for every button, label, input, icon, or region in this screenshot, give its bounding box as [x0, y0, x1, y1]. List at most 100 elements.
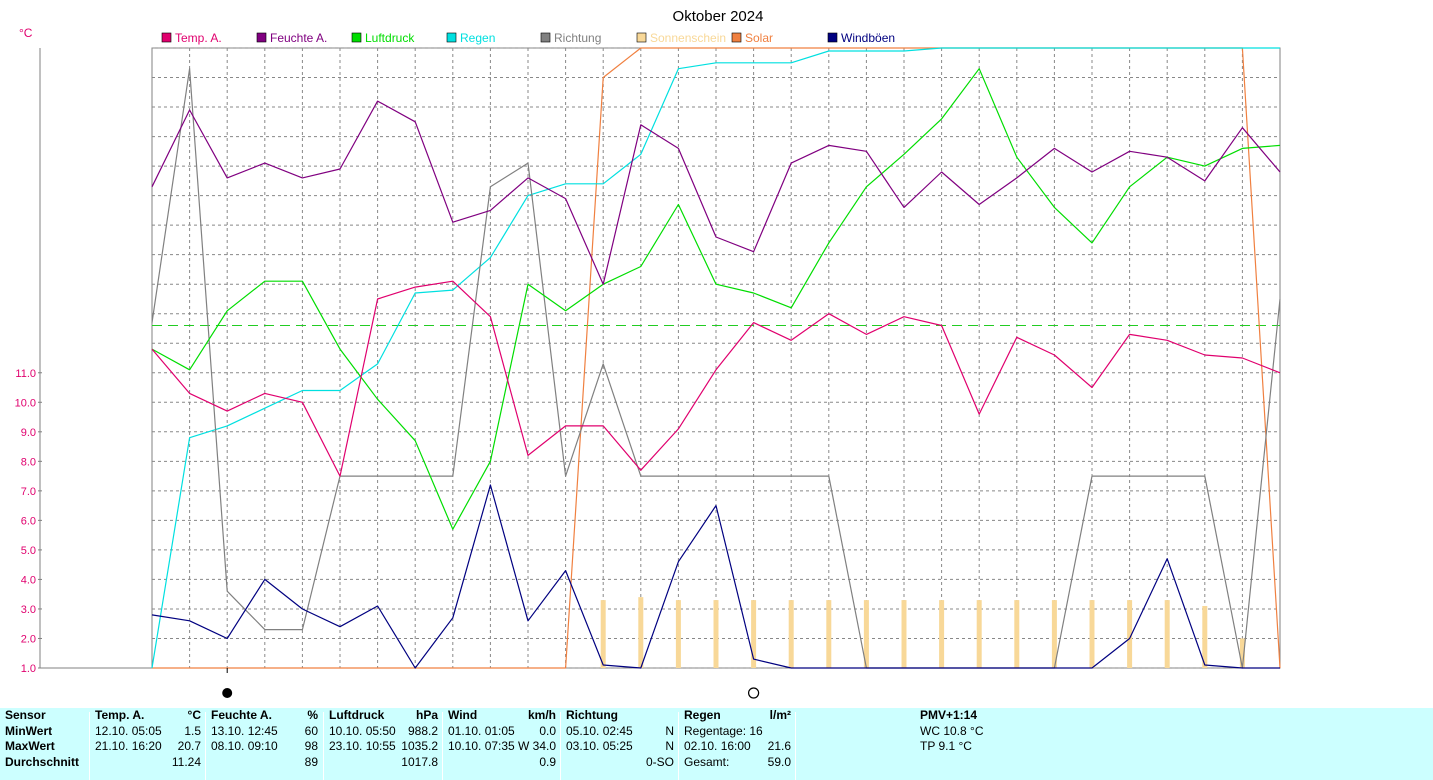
legend-item: Temp. A. [161, 31, 222, 45]
stats-direction-column: Richtung 05.10. 02:45 N 03.10. 05:25 N 0-S… [561, 708, 678, 780]
sunshine-bar [600, 600, 606, 668]
chart-series [151, 47, 1281, 669]
legend-label: Solar [745, 31, 773, 45]
stats-sensor-header: Sensor [5, 708, 46, 722]
full-moon-icon [747, 687, 760, 699]
sunshine-bar [976, 600, 982, 668]
stats-pressure-unit: hPa [415, 708, 438, 722]
legend-label: Feuchte A. [270, 31, 327, 45]
sunshine-bar [1089, 600, 1095, 668]
stats-direction-header: Richtung [566, 708, 618, 722]
sunshine-bar [826, 600, 832, 668]
y-tick-label: 4.0 [21, 574, 36, 586]
stats-rain-header: Regen [684, 708, 721, 722]
stats-dewpoint: TP 9.1 °C [920, 739, 972, 753]
sunshine-bar [1164, 600, 1170, 668]
legend-label: Luftdruck [365, 31, 415, 45]
sunshine-bar [751, 600, 757, 668]
legend-item: Feuchte A. [256, 31, 327, 45]
stats-pmv-column: PMV+1:14 WC 10.8 °C TP 9.1 °C [796, 708, 1433, 780]
stats-pressure-header: Luftdruck [329, 708, 385, 722]
stats-direction-avg-value: 0-SO [645, 754, 674, 769]
stats-rain-max-time: 02.10. 16:00 [684, 739, 751, 753]
chart-title: Oktober 2024 [673, 8, 764, 25]
sunshine-bar [1051, 600, 1057, 668]
moon-phases [222, 668, 760, 699]
sunshine-bar [675, 600, 681, 668]
series-line-regen [151, 47, 1280, 669]
stats-wind-unit: km/h [527, 708, 556, 722]
y-tick-label: 11.0 [15, 368, 36, 380]
stats-humidity-unit: % [307, 708, 318, 722]
legend-item: Solar [731, 31, 773, 45]
y-tick-label: 6.0 [21, 515, 36, 527]
series-line-temp-a- [151, 280, 1281, 477]
stats-temp-min-value: 1.5 [184, 723, 201, 738]
stats-wind-avg-value: 0.9 [539, 754, 556, 769]
legend-swatch [256, 32, 267, 43]
legend-label: Regen [460, 31, 495, 45]
legend-item: Windböen [827, 31, 895, 45]
y-tick-label: 1.0 [21, 663, 36, 675]
legend-item: Regen [446, 31, 495, 45]
legend-swatch [636, 32, 647, 43]
stats-wind-max-value: W 34.0 [517, 739, 556, 753]
legend-item: Luftdruck [351, 31, 415, 45]
stats-humidity-avg-value: 89 [304, 754, 318, 769]
stats-direction-min-time: 05.10. 02:45 [566, 723, 633, 738]
legend-label: Windböen [841, 31, 895, 45]
stats-temp-max-time: 21.10. 16:20 [95, 739, 162, 753]
stats-rain-total-value: 59.0 [767, 754, 791, 769]
legend-swatch [731, 32, 742, 43]
sunshine-bar [1202, 606, 1208, 668]
y-tick-label: 2.0 [21, 633, 36, 645]
legend-item: Sonnenschein [636, 31, 726, 45]
stats-temp-max-value: 20.7 [177, 739, 201, 753]
stats-pressure-max-value: 1035.2 [401, 739, 438, 753]
stats-rain-column: Regen l/m² Regentage: 16 02.10. 16:00 21.6… [679, 708, 795, 780]
stats-pressure-column: Luftdruck hPa 10.10. 05:50 988.2 23.10. 10… [324, 708, 442, 780]
stats-humidity-max-time: 08.10. 09:10 [211, 739, 278, 753]
sunshine-bar [901, 600, 907, 668]
y-tick-label: 9.0 [21, 427, 36, 439]
stats-pmv-header: PMV+1:14 [920, 708, 978, 722]
stats-pressure-min-value: 988.2 [407, 723, 438, 738]
y-axis-ticks: 1.0 2.0 3.0 4.0 5.0 6.0 7.0 8.0 9.0 10.0 11.0 [15, 368, 42, 675]
new-moon-icon [222, 688, 233, 698]
stats-rain-unit: l/m² [769, 708, 791, 722]
y-tick-label: 10.0 [15, 397, 36, 409]
y-axis-unit: °C [19, 26, 33, 40]
stats-max-label: MaxWert [5, 739, 55, 753]
weather-chart: Oktober 2024 °C Temp. A. Feuchte A. Luftdr… [15, 8, 1281, 699]
legend-label: Sonnenschein [650, 31, 726, 45]
stats-wind-header: Wind [448, 708, 478, 722]
sunshine-bar [1014, 600, 1020, 668]
stats-temp-avg-value: 11.24 [171, 754, 201, 769]
legend-label: Temp. A. [175, 31, 222, 45]
sunshine-bar [788, 600, 794, 668]
stats-rain-max-value: 21.6 [767, 739, 791, 753]
stats-sensor-column: Sensor MinWert MaxWert Durchschnitt [0, 708, 88, 780]
y-tick-label: 5.0 [21, 545, 36, 557]
sunshine-bar [1127, 600, 1133, 668]
legend-swatch [540, 32, 551, 43]
stats-temp-column: Temp. A. °C 12.10. 05:05 1.5 21.10. 16:20 2… [90, 708, 205, 780]
series-line-feuchte-a- [151, 100, 1281, 285]
series-line-luftdruck [151, 68, 1281, 530]
legend-label: Richtung [554, 31, 601, 45]
stats-pressure-avg-value: 1017.8 [401, 754, 438, 769]
stats-humidity-column: Feuchte A.% 13.10. 12:45 60 08.10. 09:10 9… [206, 708, 322, 780]
stats-direction-min-value: N [665, 723, 674, 738]
chart-legend: Temp. A. Feuchte A. Luftdruck Regen Richtung… [161, 31, 895, 45]
stats-avg-label: Durchschnitt [5, 754, 80, 769]
y-tick-label: 7.0 [21, 486, 36, 498]
stats-wind-column: Wind km/h 01.10. 01:05 0.0 10.10. 07:35 W 3… [443, 708, 560, 780]
sunshine-bar [713, 600, 719, 668]
stats-wind-min-value: 0.0 [539, 723, 556, 738]
stats-humidity-min-time: 13.10. 12:45 [211, 723, 278, 738]
stats-direction-max-value: N [665, 739, 674, 753]
stats-rain-total-label: Gesamt: [684, 754, 730, 769]
sunshine-bar [1239, 638, 1245, 668]
stats-wind-min-time: 01.10. 01:05 [448, 723, 515, 738]
sunshine-bar [939, 600, 945, 668]
